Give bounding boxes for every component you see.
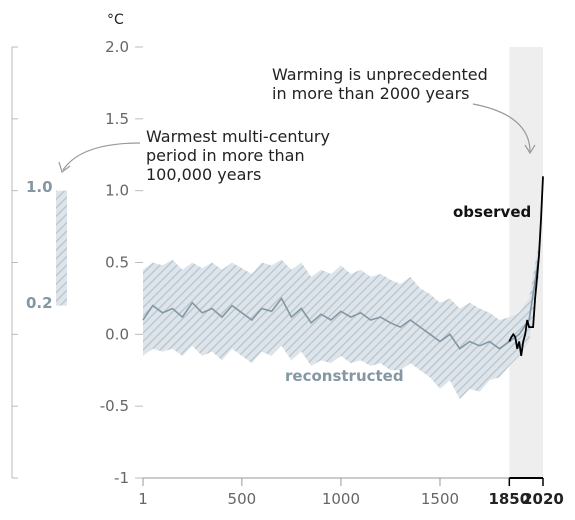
annotation-top: Warming is unprecedented in more than 20… xyxy=(272,65,536,155)
reconstructed-label: reconstructed xyxy=(285,367,404,385)
annotation-side-arrowhead xyxy=(58,161,71,173)
reconstructed-series-line xyxy=(142,255,540,350)
y-tick-label-5: -0.5 xyxy=(100,397,129,415)
side-tick-label-bottom: 0.2 xyxy=(26,294,53,312)
x-tick-label-4: 1850 xyxy=(488,490,530,508)
y-tick-label-3: 0.5 xyxy=(105,254,129,272)
observed-label: observed xyxy=(453,203,531,221)
observed-series-line xyxy=(508,176,544,357)
annotation-top-line-2: in more than 2000 years xyxy=(272,84,469,103)
y-tick-label-1: 1.5 xyxy=(105,110,129,128)
y-tick-label-6: -1 xyxy=(114,469,129,487)
y-axis-ticks: 2.0 1.5 1.0 0.5 0.0 -0.5 -1 xyxy=(100,38,143,487)
unit-label: °C xyxy=(107,12,124,28)
x-tick-label-1: 500 xyxy=(228,490,257,508)
y-tick-label-2: 1.0 xyxy=(105,182,129,200)
annotation-side-line-1: Warmest multi-century xyxy=(146,127,330,146)
annotation-side-line-3: 100,000 years xyxy=(146,165,261,184)
x-tick-label-5: 2020 xyxy=(522,490,564,508)
y-tick-label-4: 0.0 xyxy=(105,325,129,343)
y-tick-label-0: 2.0 xyxy=(105,38,129,56)
annotation-side-line-2: period in more than xyxy=(146,146,305,165)
annotation-side: Warmest multi-century period in more tha… xyxy=(58,127,330,184)
annotation-top-line-1: Warming is unprecedented xyxy=(272,65,488,84)
warmest-period-range-bar xyxy=(56,190,67,306)
x-tick-label-2: 1000 xyxy=(322,490,360,508)
side-axis-ticks xyxy=(12,46,18,479)
side-tick-label-top: 1.0 xyxy=(26,178,53,196)
annotation-side-arrow xyxy=(62,142,141,171)
side-scale: 1.0 0.2 xyxy=(11,46,67,479)
annotation-top-arrowhead xyxy=(524,144,536,155)
x-tick-label-3: 1500 xyxy=(421,490,459,508)
annotation-top-arrow xyxy=(472,103,531,153)
x-tick-label-0: 1 xyxy=(138,490,148,508)
reconstructed-uncertainty-band xyxy=(143,241,539,399)
